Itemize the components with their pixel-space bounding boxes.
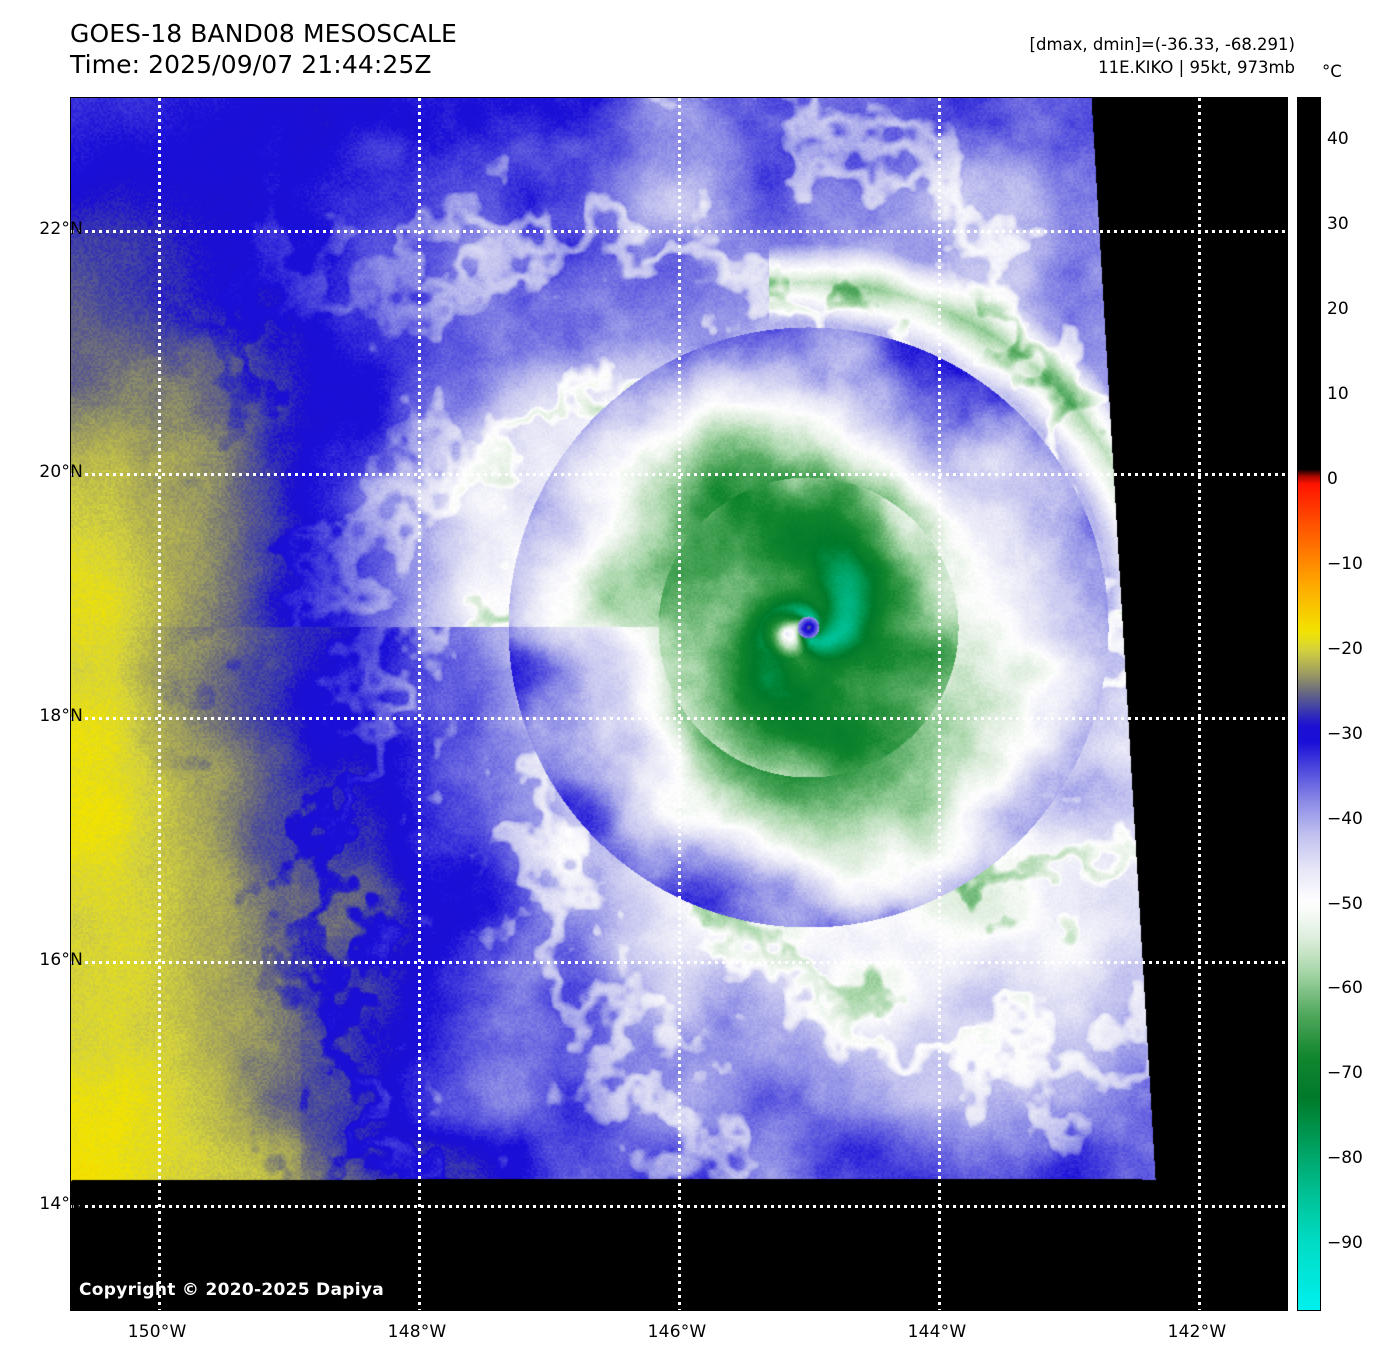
header-title-block: GOES-18 BAND08 MESOSCALE Time: 2025/09/0… [70, 18, 457, 80]
colorbar-tick-13: −90 [1327, 1233, 1363, 1254]
lon-tick-1: 148°W [387, 1322, 447, 1342]
colorbar-unit-label: °C [1322, 62, 1342, 81]
colorbar-tick-7: −30 [1327, 723, 1363, 744]
colorbar-tick-12: −80 [1327, 1148, 1363, 1169]
lat-tick-3: 16°N [39, 949, 83, 970]
colorbar[interactable] [1297, 97, 1321, 1311]
timestamp: Time: 2025/09/07 21:44:25Z [70, 50, 432, 79]
lat-tick-0: 22°N [39, 218, 83, 239]
lon-tick-2: 146°W [647, 1322, 707, 1342]
lon-tick-3: 144°W [907, 1322, 967, 1342]
colorbar-tick-8: −40 [1327, 808, 1363, 829]
lon-tick-0: 150°W [127, 1322, 187, 1342]
colorbar-tick-6: −20 [1327, 638, 1363, 659]
colorbar-tick-1: 30 [1327, 214, 1349, 235]
colorbar-tick-10: −60 [1327, 978, 1363, 999]
colorbar-gradient [1298, 98, 1320, 1310]
colorbar-tick-2: 20 [1327, 299, 1349, 320]
satellite-image-plot[interactable]: Copyright © 2020-2025 Dapiya [70, 97, 1288, 1311]
colorbar-tick-11: −70 [1327, 1063, 1363, 1084]
colorbar-tick-4: 0 [1327, 469, 1338, 490]
storm-info: 11E.KIKO | 95kt, 973mb [1098, 58, 1295, 77]
header-meta-block: [dmax, dmin]=(-36.33, -68.291) 11E.KIKO … [1030, 33, 1295, 79]
colorbar-tick-9: −50 [1327, 893, 1363, 914]
brightness-temperature-canvas [71, 98, 1287, 1310]
dmax-dmin-readout: [dmax, dmin]=(-36.33, -68.291) [1029, 35, 1295, 54]
colorbar-tick-0: 40 [1327, 129, 1349, 150]
page-title: GOES-18 BAND08 MESOSCALE [70, 19, 457, 48]
lat-tick-1: 20°N [39, 462, 83, 483]
colorbar-tick-5: −10 [1327, 553, 1363, 574]
copyright-label: Copyright © 2020-2025 Dapiya [79, 1280, 384, 1300]
colorbar-tick-3: 10 [1327, 384, 1349, 405]
lat-tick-2: 18°N [39, 706, 83, 727]
lon-tick-4: 142°W [1167, 1322, 1227, 1342]
satellite-swath-raster [71, 98, 1287, 1310]
lat-tick-4: 14°N [39, 1193, 83, 1214]
